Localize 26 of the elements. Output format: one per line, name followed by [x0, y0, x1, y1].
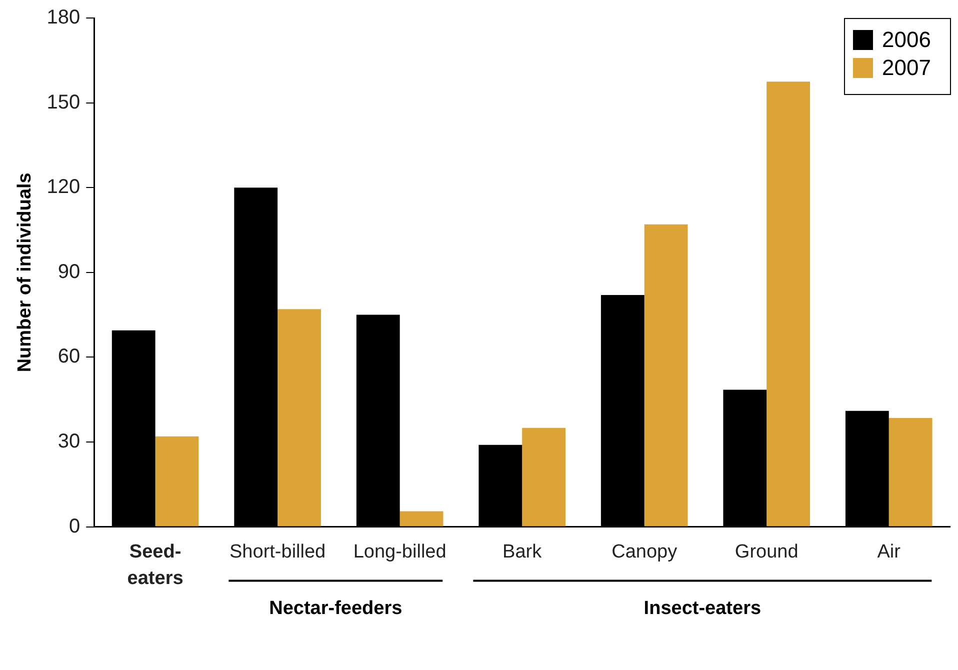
text: Nectar-feeders [269, 598, 402, 620]
legend-label: 2006 [882, 27, 931, 52]
legend-label: 2007 [882, 55, 931, 80]
x-tick-label: Canopy [612, 541, 678, 562]
y-tick-label: 120 [46, 176, 80, 198]
bar [766, 82, 810, 526]
bar [278, 309, 321, 526]
y-tick-label: 180 [46, 6, 80, 29]
x-tick-label: Bark [502, 541, 542, 562]
x-tick-label: Seed-eaters [127, 541, 184, 589]
bar [522, 428, 566, 526]
bar [888, 418, 932, 526]
x-tick-label: Ground [734, 541, 798, 562]
x-tick-label: Long-billed [353, 541, 446, 562]
y-tick-label: 60 [58, 346, 80, 368]
bar [155, 436, 199, 526]
y-tick-label: 0 [69, 515, 80, 538]
bar [400, 511, 444, 526]
text: Insect-eaters [644, 598, 762, 620]
x-tick-label: Air [877, 541, 902, 562]
x-tick-label: Short-billed [230, 541, 326, 562]
y-tick-label: 30 [58, 430, 80, 453]
y-tick-label: 90 [58, 260, 80, 283]
y-axis-title: Number of individuals [14, 172, 36, 372]
bar [644, 224, 688, 526]
y-tick-label: 150 [46, 91, 80, 114]
